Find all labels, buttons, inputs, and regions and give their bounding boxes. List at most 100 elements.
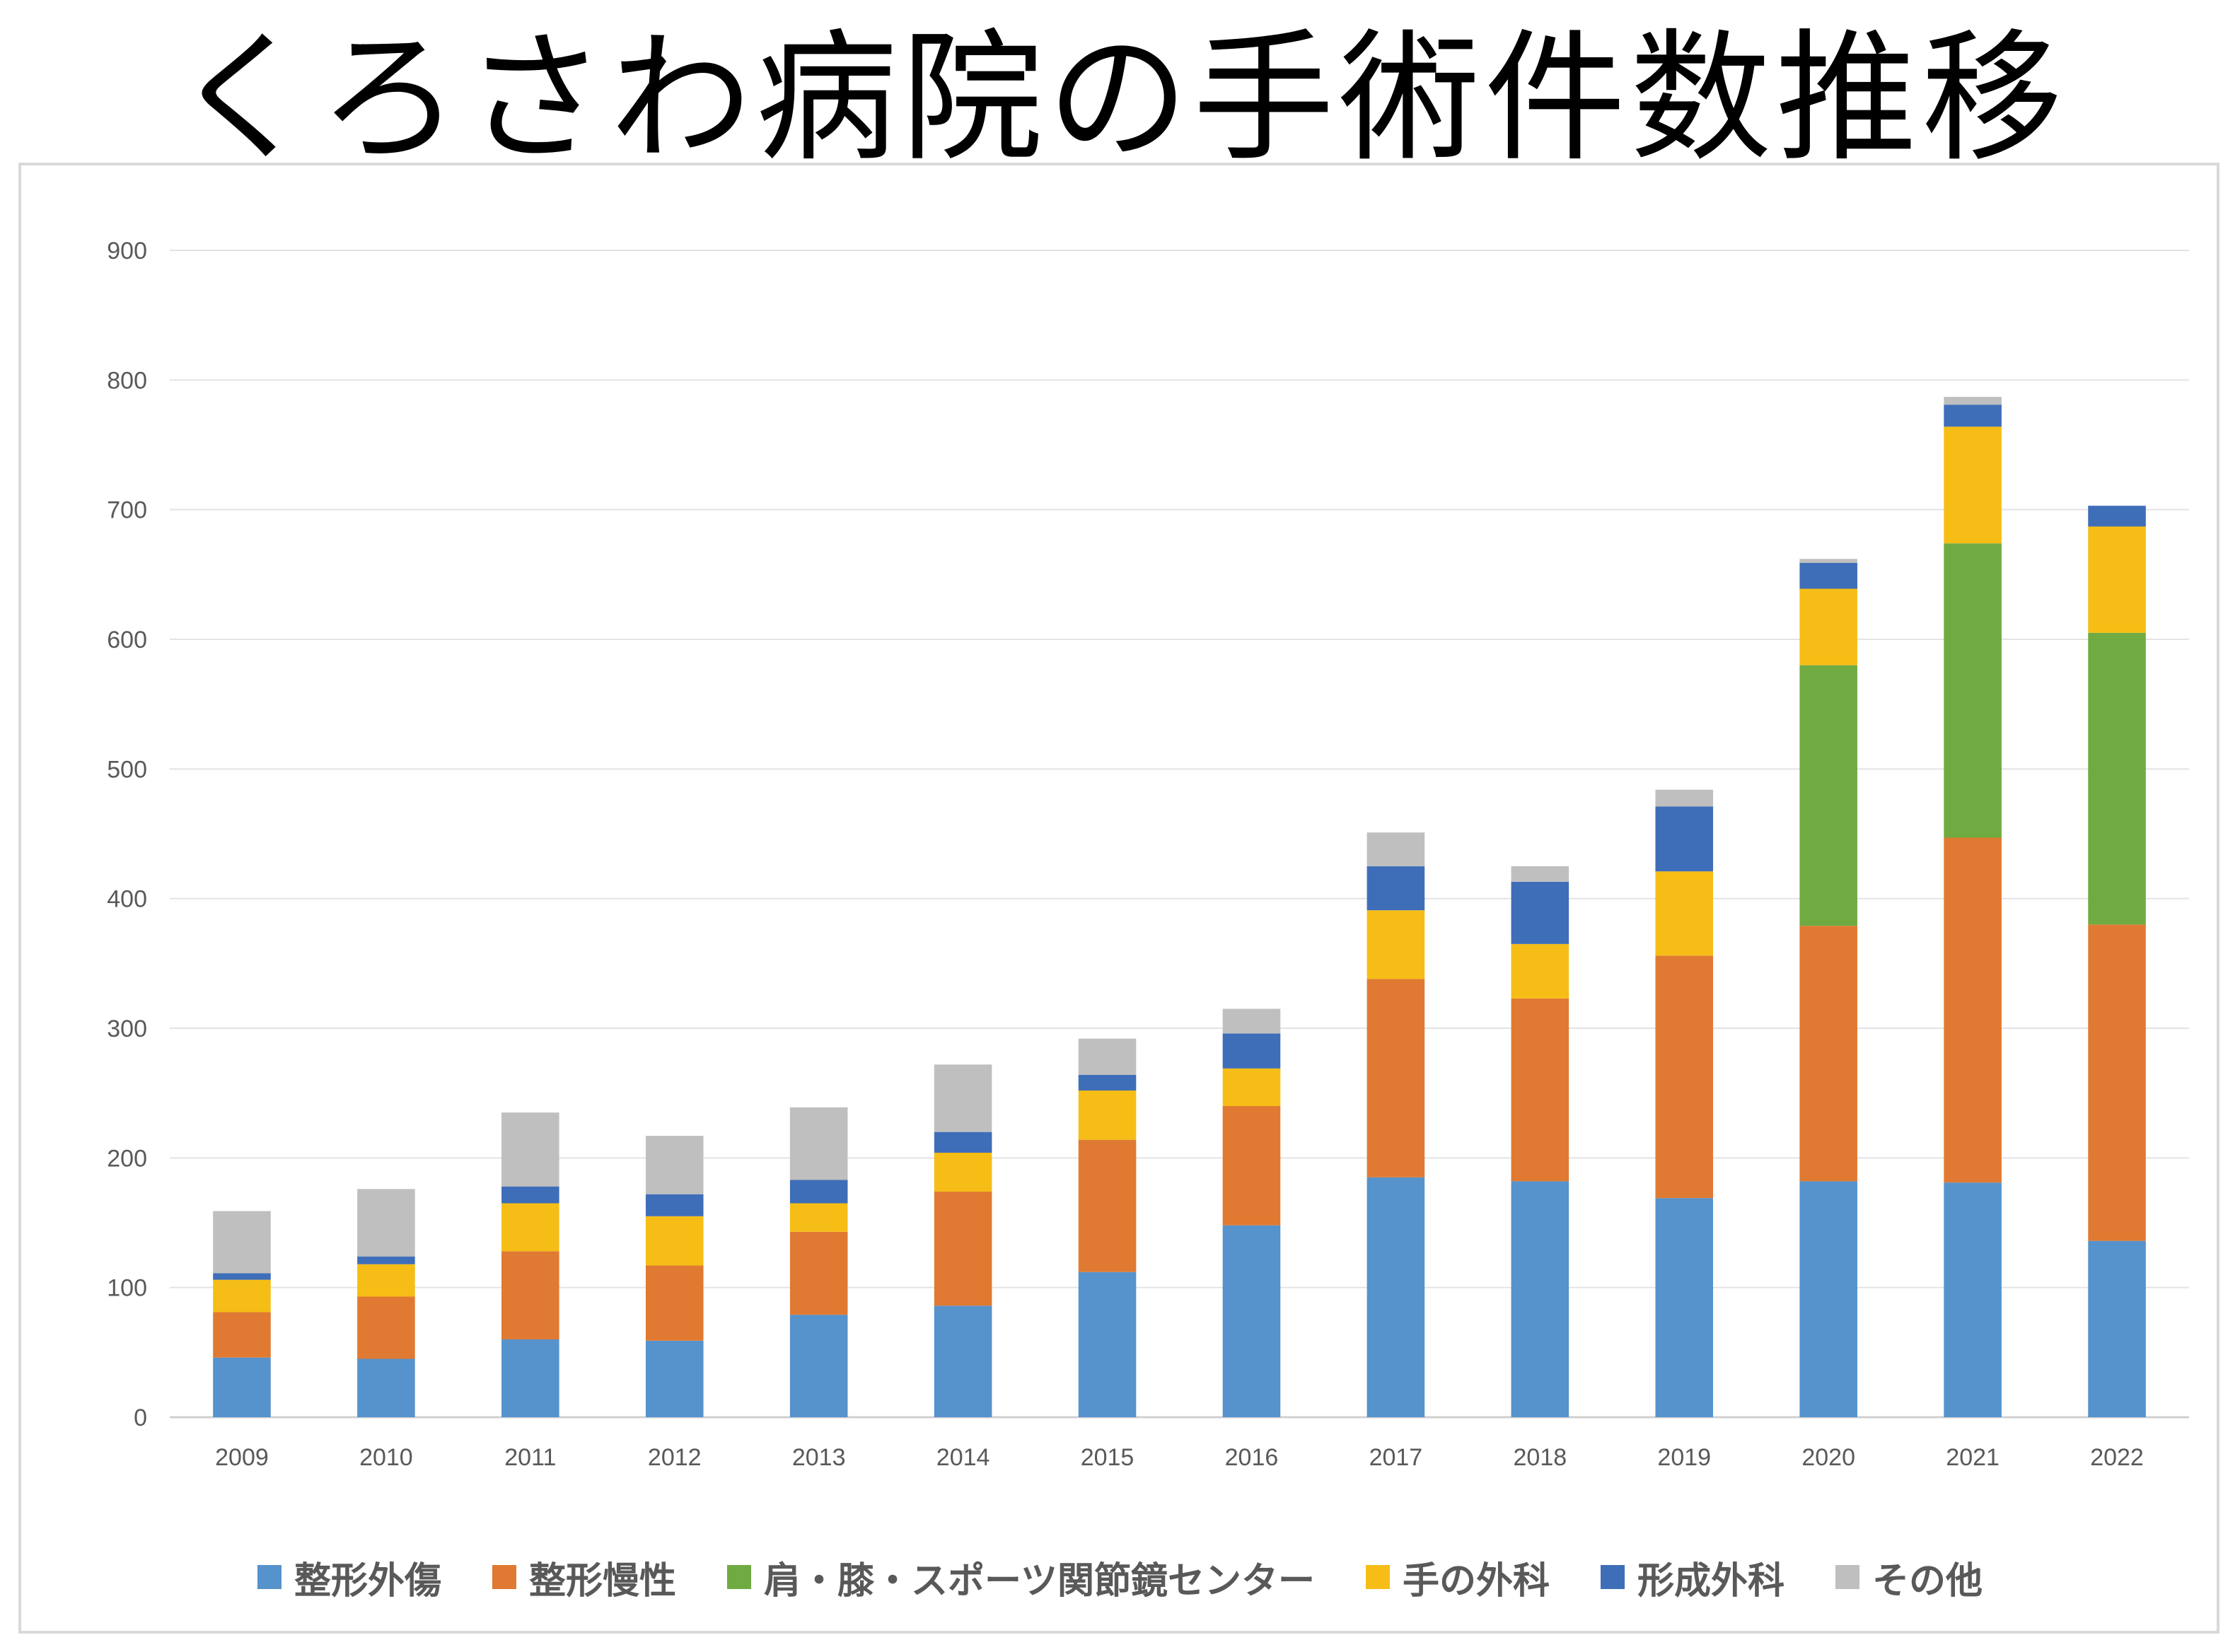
bar-segment (501, 1203, 559, 1252)
bar-segment (1799, 562, 1857, 589)
bar-segment (1222, 1068, 1281, 1106)
legend-label: その他 (1872, 1559, 1983, 1602)
x-tick-label: 2013 (792, 1444, 846, 1471)
bar-segment (1222, 1008, 1281, 1034)
bar-segment (2088, 506, 2146, 527)
bar-segment (789, 1180, 848, 1204)
legend-swatch (492, 1565, 516, 1589)
chart-legend: 整形外傷 整形慢性 肩・膝・スポーツ関節鏡センター 手の外科 形成外科 その他 (0, 1549, 2240, 1605)
bar-segment (1944, 543, 2002, 838)
x-tick-label: 2009 (215, 1444, 269, 1471)
legend-swatch (1365, 1565, 1390, 1589)
legend-swatch (727, 1565, 751, 1589)
bar-segment (1799, 926, 1857, 1182)
bar-segment (213, 1357, 271, 1417)
legend-swatch (257, 1565, 282, 1589)
bar-segment (1222, 1033, 1281, 1069)
chart-title: くろさわ病院の手術件数推移 (173, 16, 2067, 181)
bar-segment (1655, 955, 1714, 1199)
x-tick-label: 2021 (1946, 1444, 2000, 1471)
bar-segment (934, 1305, 992, 1417)
bar-segment (1078, 1090, 1137, 1140)
bar-segment (2088, 924, 2146, 1241)
x-tick-label: 2012 (648, 1444, 702, 1471)
x-tick-label: 2014 (936, 1444, 990, 1471)
bar-segment (1511, 866, 1569, 882)
bar-segment (213, 1312, 271, 1358)
bar-segment (1944, 397, 2002, 405)
bar-segment (1511, 1181, 1569, 1417)
bar-segment (645, 1216, 704, 1266)
bar-segment (1655, 806, 1714, 872)
bar-segment (1799, 665, 1857, 926)
bar-segment (645, 1136, 704, 1194)
bar-segment (789, 1107, 848, 1180)
bar-segment (934, 1153, 992, 1192)
y-tick-label: 400 (107, 886, 147, 913)
x-tick-label: 2019 (1657, 1444, 1711, 1471)
bar-segment (1078, 1139, 1137, 1272)
bar-segment (1366, 979, 1425, 1177)
bar-segment (501, 1251, 559, 1339)
bar-segment (1078, 1272, 1137, 1417)
y-tick-label: 900 (107, 238, 147, 264)
y-tick-label: 100 (107, 1275, 147, 1302)
bar-segment (2088, 632, 2146, 925)
bar-segment (1944, 1182, 2002, 1417)
bar-segment (934, 1132, 992, 1153)
legend-label: 肩・膝・スポーツ関節鏡センター (764, 1559, 1315, 1602)
legend-swatch (1835, 1565, 1859, 1589)
y-tick-label: 800 (107, 367, 147, 394)
bar-segment (1366, 910, 1425, 979)
x-tick-label: 2016 (1225, 1444, 1279, 1471)
bar-segment (1799, 1181, 1857, 1417)
legend-label: 整形慢性 (528, 1559, 676, 1602)
bar-segment (1799, 588, 1857, 665)
y-tick-label: 300 (107, 1016, 147, 1042)
legend-item: 形成外科 (1600, 1551, 1785, 1604)
bar-segment (1944, 837, 2002, 1183)
legend-label: 整形外傷 (294, 1559, 441, 1602)
legend-item: その他 (1835, 1551, 1983, 1604)
bar-segment (1511, 998, 1569, 1182)
legend-item: 手の外科 (1365, 1551, 1550, 1604)
x-tick-label: 2017 (1369, 1444, 1423, 1471)
y-tick-label: 200 (107, 1145, 147, 1172)
bar-segment (934, 1064, 992, 1132)
bar-segment (2088, 526, 2146, 633)
bar-segment (645, 1340, 704, 1417)
bar-segment (501, 1339, 559, 1417)
bar-segment (501, 1186, 559, 1204)
bar-segment (1655, 789, 1714, 807)
bar-segment (357, 1256, 415, 1264)
bar-segment (1222, 1106, 1281, 1226)
bar-segment (1366, 832, 1425, 866)
bar-segment (1511, 943, 1569, 999)
bar-segment (2088, 1240, 2146, 1417)
legend-item: 肩・膝・スポーツ関節鏡センター (727, 1551, 1315, 1604)
bar-segment (1366, 1177, 1425, 1417)
y-tick-label: 500 (107, 756, 147, 783)
bar-segment (1078, 1038, 1137, 1075)
bar-segment (1078, 1075, 1137, 1090)
bar-segment (357, 1264, 415, 1297)
bar-segment (1799, 559, 1857, 563)
y-tick-label: 600 (107, 627, 147, 653)
bar-segment (357, 1189, 415, 1257)
legend-label: 形成外科 (1637, 1559, 1785, 1602)
y-tick-label: 0 (134, 1404, 147, 1431)
bar-segment (1655, 871, 1714, 956)
y-tick-label: 700 (107, 497, 147, 524)
bar-segment (501, 1112, 559, 1187)
bar-segment (1222, 1225, 1281, 1417)
bar-segment (645, 1265, 704, 1341)
bar-segment (1944, 405, 2002, 427)
bar-segment (213, 1273, 271, 1280)
bar-segment (1366, 866, 1425, 911)
x-tick-label: 2022 (2090, 1444, 2144, 1471)
legend-item: 整形慢性 (492, 1551, 676, 1604)
bar-segment (645, 1194, 704, 1216)
bar-segment (789, 1231, 848, 1315)
bar-segment (1511, 881, 1569, 944)
